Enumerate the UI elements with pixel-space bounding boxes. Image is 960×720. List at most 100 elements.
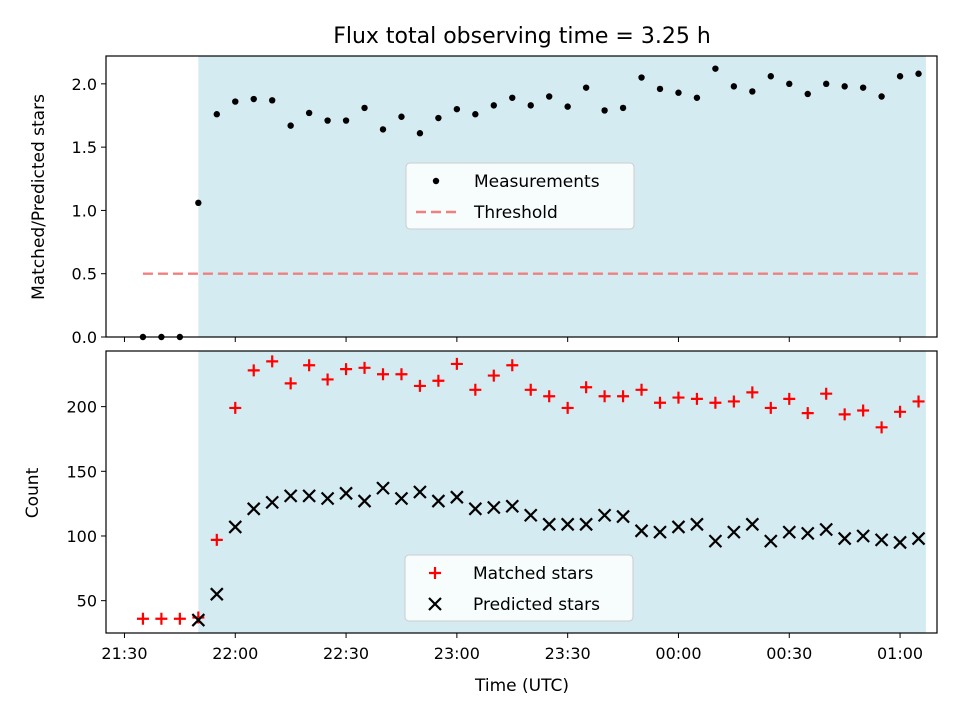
data-point [195,199,202,207]
data-point [635,383,648,396]
top-panel: 0.0 0.5 1.0 1.5 2.0 Measurements Threshold [72,55,938,347]
series-measurements [139,65,922,341]
data-point [580,381,593,394]
legend-label: Predicted stars [473,595,600,615]
data-point [767,73,774,80]
data-point [675,89,682,96]
legend-label: Threshold [473,203,558,223]
data-point [709,396,722,409]
data-point [727,395,740,408]
bottom-panel: 50 100 150 200 21:30 22:00 22:30 23:00 23:30 00:0… [66,350,938,663]
y-tick-label: 50 [77,592,97,611]
data-point [801,407,814,420]
data-point [616,509,630,524]
data-point [432,374,445,387]
data-point [749,88,756,95]
y-tick-label: 150 [66,462,97,481]
data-point [450,357,463,370]
data-point [361,104,368,112]
data-point [579,517,593,532]
data-point [490,102,497,109]
data-point [413,379,426,392]
x-tick-label: 00:00 [655,644,701,663]
data-point [856,529,870,543]
data-point [746,386,759,399]
data-point [136,612,149,625]
data-point [693,94,701,101]
data-point [524,383,537,396]
data-point [213,111,220,118]
data-point [284,377,297,390]
x-tick-label: 00:30 [766,644,812,663]
series-matched-stars [136,355,925,625]
data-point [597,508,612,523]
data-point [561,401,574,414]
data-point [265,495,279,510]
data-point [837,531,852,546]
data-point [210,533,223,546]
data-point [915,70,922,77]
y-tick-label: 200 [66,398,97,417]
data-point [266,355,279,368]
data-point [250,95,257,103]
data-point [727,525,741,539]
data-point [376,481,390,495]
data-point [506,359,519,372]
data-point [875,421,888,434]
data-point [874,533,889,547]
data-point [305,109,313,117]
data-point [656,85,664,93]
data-point [542,517,556,532]
data-point [730,83,738,90]
data-point [912,395,925,408]
data-point [564,103,571,110]
data-point [601,107,608,114]
data-point [764,534,778,548]
data-point [619,104,627,112]
top-ylabel: Matched/Predicted stars [29,94,49,300]
data-point [653,525,667,539]
data-point [269,97,276,104]
data-point [838,408,851,421]
data-point [210,587,224,601]
data-point [394,491,409,506]
data-point [896,73,904,80]
data-point [764,401,777,414]
data-point [638,74,645,81]
data-point [708,534,723,548]
data-point [505,499,520,514]
data-point [487,369,500,382]
legend-box [404,554,634,622]
data-point [857,404,870,417]
x-tick-label: 22:00 [212,644,258,663]
bottom-ylabel: Count [23,467,43,518]
axes-frame [105,350,938,634]
data-point [358,361,371,374]
data-point [283,489,298,503]
data-point [303,359,316,372]
data-point [878,93,885,100]
data-point [398,113,405,120]
data-point [155,612,168,625]
data-point [509,94,516,101]
data-point [527,102,534,109]
legend-dot-swatch [432,177,440,185]
data-point [472,111,479,118]
data-point [173,612,186,625]
data-point [287,122,294,129]
series-predicted-stars [191,481,926,627]
x-tick-label: 23:00 [434,644,480,663]
data-point [395,368,408,381]
data-point [228,520,243,534]
data-point [321,373,334,386]
data-point [469,383,482,396]
axes-frame [105,55,938,338]
data-point [543,390,556,403]
data-point [672,391,685,404]
data-point [617,390,630,403]
data-point [598,390,611,403]
y-tick-label: 2.0 [72,75,97,94]
legend-box [405,162,635,230]
data-point [786,80,793,88]
